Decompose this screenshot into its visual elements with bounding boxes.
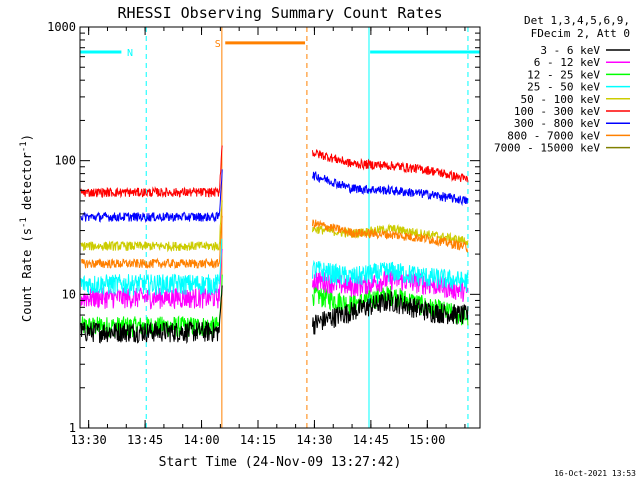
plot-area: NS xyxy=(80,27,480,428)
series-line-0 xyxy=(80,285,469,345)
x-tick-label-4: 14:30 xyxy=(296,433,332,447)
series-line-5 xyxy=(80,145,469,199)
axes-frame xyxy=(79,26,481,429)
legend-label-8: 7000 - 15000 keV xyxy=(494,142,600,155)
x-axis-label: Start Time (24-Nov-09 13:27:42) xyxy=(159,455,402,470)
legend-header-1: Det 1,3,4,5,6,9, xyxy=(524,14,630,27)
x-tick-label-1: 13:45 xyxy=(127,433,163,447)
series-line-3 xyxy=(80,238,469,297)
y-tick-label-3: 1000 xyxy=(47,20,76,34)
saa-bar-label: S xyxy=(215,39,221,50)
y-tick-label-1: 10 xyxy=(62,287,76,301)
legend-label-0: 3 - 6 keV xyxy=(540,44,600,57)
legend-label-7: 800 - 7000 keV xyxy=(507,129,600,142)
x-tick-label-5: 14:45 xyxy=(353,433,389,447)
timestamp: 16-Oct-2021 13:53 xyxy=(554,469,636,478)
y-tick-label-0: 1 xyxy=(69,421,76,435)
series-line-4 xyxy=(80,200,469,253)
axes: 13:30 13:45 14:00 14:15 14:30 14:45 15:00 1 10 10… xyxy=(47,20,481,447)
series-line-6 xyxy=(80,169,469,224)
x-tick-label-3: 14:15 xyxy=(240,433,276,447)
x-tick-label-0: 13:30 xyxy=(71,433,107,447)
y-tick-label-2: 100 xyxy=(54,154,76,168)
legend-label-5: 100 - 300 keV xyxy=(514,105,600,118)
x-tick-label-6: 15:00 xyxy=(409,433,445,447)
legend-label-1: 6 - 12 keV xyxy=(534,56,601,69)
legend-label-3: 25 - 50 keV xyxy=(527,81,600,94)
y-axis-label: Count Rate (s-1 detector-1) xyxy=(19,134,34,322)
legend-label-6: 300 - 800 keV xyxy=(514,117,600,130)
legend-label-2: 12 - 25 keV xyxy=(527,68,600,81)
legend-header-2: FDecim 2, Att 0 xyxy=(531,27,630,40)
legend-label-4: 50 - 100 keV xyxy=(521,93,601,106)
svg-text:Count Rate (s-1 detector-1): Count Rate (s-1 detector-1) xyxy=(19,134,34,322)
series-line-7 xyxy=(81,215,469,270)
chart-title: RHESSI Observing Summary Count Rates xyxy=(117,4,442,22)
night-bar-label-0: N xyxy=(127,48,133,59)
x-tick-label-2: 14:00 xyxy=(183,433,219,447)
